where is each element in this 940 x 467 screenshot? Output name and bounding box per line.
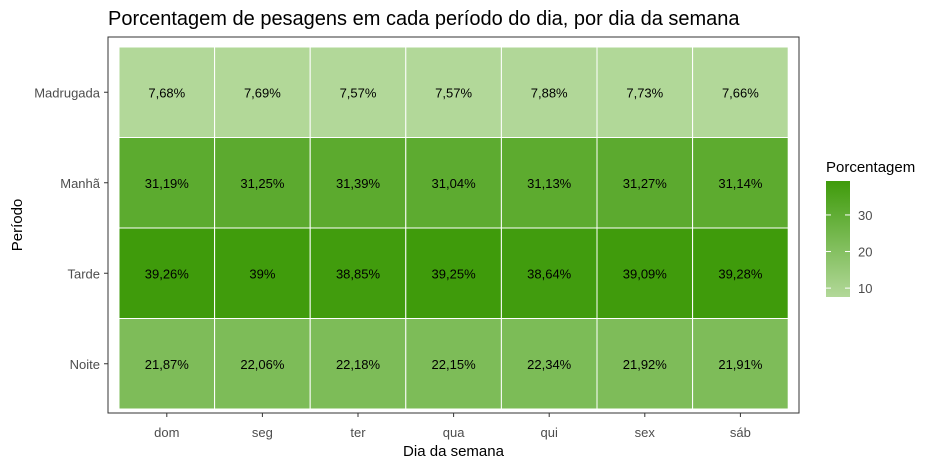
legend-colorbar [826,181,850,297]
heatmap-cell [309,227,407,319]
heatmap-cell [214,46,311,138]
y-tick-label: Noite [70,357,100,372]
heatmap-cell [692,46,789,138]
x-axis-ticks: dom seg ter qua qui sex sáb [154,413,751,440]
heatmap-cell [309,46,407,138]
cell-value-label: 7,66% [722,85,759,100]
heatmap-cell [214,227,311,319]
x-tick-label: qui [541,425,558,440]
cell-value-label: 38,85% [336,266,381,281]
x-tick-label: qua [443,425,465,440]
heatmap-cell [405,46,502,138]
cell-value-label: 31,25% [240,176,285,191]
heatmap-cell [692,227,789,319]
cell-value-label: 22,18% [336,357,381,372]
heatmap-cell [692,137,789,229]
cell-value-label: 31,39% [336,176,381,191]
y-tick-label: Manhã [60,176,101,191]
legend-tick-label: 10 [858,281,872,296]
x-tick-label: sex [635,425,656,440]
heatmap-cell [596,318,694,410]
heatmap-cell [500,227,598,319]
y-tick-label: Madrugada [34,85,101,100]
cell-value-label: 7,57% [340,85,377,100]
cell-value-label: 7,88% [531,85,568,100]
x-axis-title: Dia da semana [403,443,505,460]
heatmap-cell [309,318,407,410]
x-tick-label: sáb [730,425,751,440]
cell-value-label: 7,73% [626,85,663,100]
cell-value-label: 31,19% [145,176,190,191]
cell-value-label: 31,13% [527,176,572,191]
cell-value-label: 31,27% [623,176,668,191]
legend-tick-label: 20 [858,245,872,260]
heatmap-cell [692,318,789,410]
cell-value-label: 21,92% [623,357,668,372]
cell-value-label: 22,15% [432,357,477,372]
cell-value-label: 21,87% [145,357,190,372]
cell-value-label: 39,28% [718,266,763,281]
cell-value-label: 22,06% [240,357,285,372]
legend-tick-label: 30 [858,208,872,223]
heatmap-cell [500,46,598,138]
legend-title: Porcentagem [826,159,915,176]
y-axis-ticks: Madrugada Manhã Tarde Noite [34,85,108,372]
cell-value-label: 39% [249,266,275,281]
heatmap-cell [596,227,694,319]
heatmap-cell [500,137,598,229]
y-axis-title: Período [9,199,26,252]
cell-value-label: 7,69% [244,85,281,100]
cell-value-label: 39,25% [432,266,477,281]
heatmap-cells: 7,68% 7,69% 7,57% 7,57% 7,88% 7,73% 7,66% 31,19… [118,46,789,410]
chart-title: Porcentagem de pesagens em cada período … [108,8,740,30]
x-tick-label: dom [154,425,179,440]
heatmap-cell [118,46,216,138]
y-tick-label: Tarde [67,266,100,281]
x-tick-label: seg [252,425,273,440]
heatmap-cell [500,318,598,410]
cell-value-label: 31,04% [432,176,477,191]
heatmap-cell [405,137,502,229]
cell-value-label: 39,09% [623,266,668,281]
heatmap-cell [214,137,311,229]
legend-ticks: 10 20 30 [826,208,872,296]
heatmap-cell [118,318,216,410]
cell-value-label: 31,14% [718,176,763,191]
cell-value-label: 7,68% [148,85,185,100]
cell-value-label: 21,91% [718,357,763,372]
heatmap-cell [596,137,694,229]
cell-value-label: 38,64% [527,266,572,281]
heatmap-cell [118,227,216,319]
x-tick-label: ter [350,425,366,440]
cell-value-label: 7,57% [435,85,472,100]
cell-value-label: 22,34% [527,357,572,372]
heatmap-cell [405,227,502,319]
cell-value-label: 39,26% [145,266,190,281]
